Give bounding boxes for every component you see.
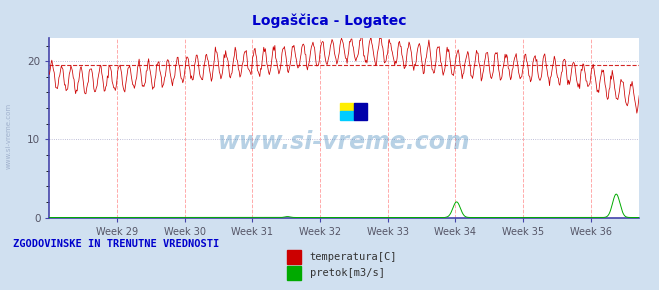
Text: www.si-vreme.com: www.si-vreme.com (218, 130, 471, 154)
Text: temperatura[C]: temperatura[C] (310, 252, 397, 262)
Text: pretok[m3/s]: pretok[m3/s] (310, 268, 385, 278)
Bar (340, 111, 354, 120)
Bar (354, 103, 367, 120)
Text: Logaščica - Logatec: Logaščica - Logatec (252, 13, 407, 28)
Text: www.si-vreme.com: www.si-vreme.com (5, 103, 12, 169)
Text: ZGODOVINSKE IN TRENUTNE VREDNOSTI: ZGODOVINSKE IN TRENUTNE VREDNOSTI (13, 239, 219, 249)
Bar (340, 103, 354, 111)
